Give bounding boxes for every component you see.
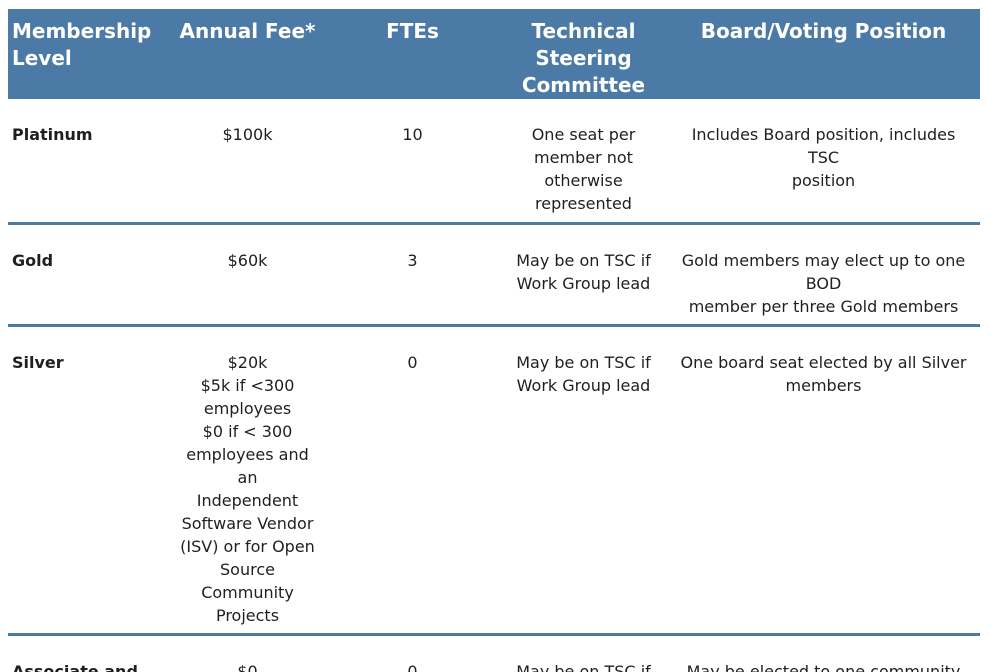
cell-associate-board: May be elected to one community observer… <box>667 632 980 672</box>
cell-gold-tsc: May be on TSC if Work Group lead <box>500 221 667 325</box>
cell-associate-fee: $0 <box>170 632 325 672</box>
table-row-platinum: Platinum $100k 10 One seat per member no… <box>8 99 980 223</box>
column-header-membership-level: Membership Level <box>8 9 170 99</box>
column-header-annual-fee: Annual Fee* <box>170 9 325 99</box>
cell-platinum-tsc: One seat per member not otherwise repres… <box>531 125 636 213</box>
cell-associate-tsc: May be on TSC if Work Group lead <box>500 632 667 672</box>
cell-platinum-level: Platinum <box>12 125 93 144</box>
cell-silver-board: One board seat elected by all Silver mem… <box>667 323 980 634</box>
cell-associate-ftes: 0 <box>325 632 500 672</box>
table-row-silver: Silver $20k $5k if <300 employees $0 if … <box>8 323 980 634</box>
cell-silver-fee: $20k $5k if <300 employees $0 if < 300 e… <box>170 323 325 634</box>
column-header-board-voting-position: Board/Voting Position <box>667 9 980 99</box>
cell-silver-tsc: May be on TSC if Work Group lead <box>500 323 667 634</box>
cell-gold-level: Gold <box>8 221 170 325</box>
table-row-associate-academic: Associate and Academic $0 0 May be on TS… <box>8 632 980 672</box>
column-header-technical-steering-committee: Technical Steering Committee <box>500 9 667 99</box>
cell-platinum-board: Includes Board position, includes TSC po… <box>691 125 956 190</box>
cell-silver-level: Silver <box>8 323 170 634</box>
cell-platinum-ftes: 10 <box>402 125 423 144</box>
cell-gold-ftes: 3 <box>325 221 500 325</box>
cell-silver-ftes: 0 <box>325 323 500 634</box>
cell-gold-fee: $60k <box>170 221 325 325</box>
table-row-gold: Gold $60k 3 May be on TSC if Work Group … <box>8 221 980 325</box>
cell-gold-board: Gold members may elect up to one BOD mem… <box>667 221 980 325</box>
membership-levels-table: Membership Level Annual Fee* FTEs Techni… <box>8 9 980 672</box>
cell-platinum-fee: $100k <box>222 125 273 144</box>
table-header-row: Membership Level Annual Fee* FTEs Techni… <box>8 9 980 99</box>
column-header-ftes: FTEs <box>325 9 500 99</box>
cell-associate-level: Associate and Academic <box>8 632 170 672</box>
